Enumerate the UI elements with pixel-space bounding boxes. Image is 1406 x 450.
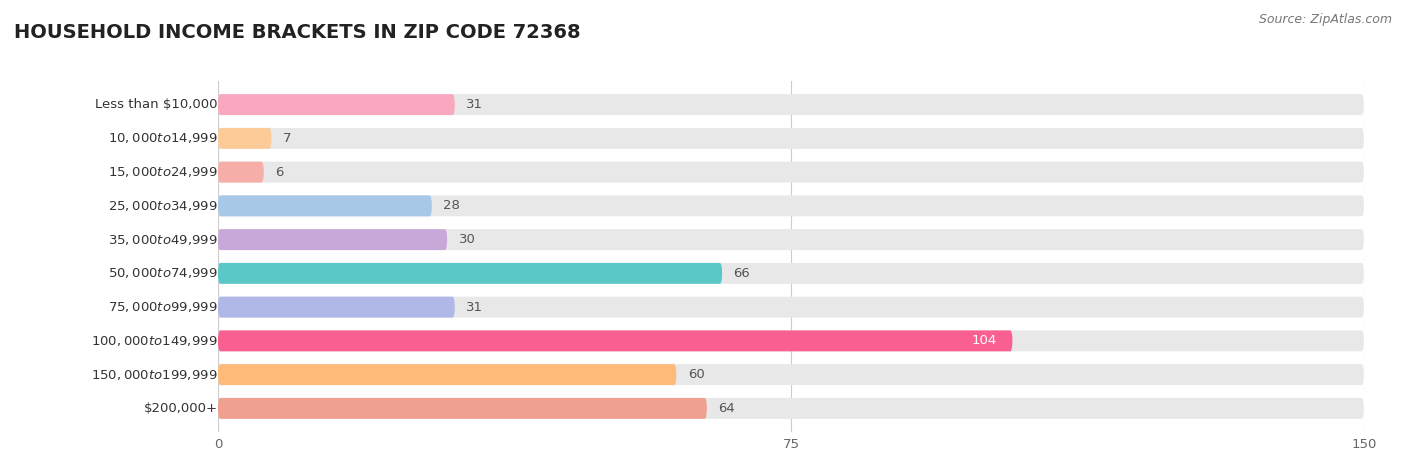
FancyBboxPatch shape	[218, 330, 1012, 351]
Text: Less than $10,000: Less than $10,000	[96, 98, 218, 111]
Text: 64: 64	[718, 402, 735, 415]
Text: HOUSEHOLD INCOME BRACKETS IN ZIP CODE 72368: HOUSEHOLD INCOME BRACKETS IN ZIP CODE 72…	[14, 22, 581, 41]
FancyBboxPatch shape	[218, 297, 1364, 318]
Text: $50,000 to $74,999: $50,000 to $74,999	[108, 266, 218, 280]
Text: $200,000+: $200,000+	[143, 402, 218, 415]
Text: $35,000 to $49,999: $35,000 to $49,999	[108, 233, 218, 247]
FancyBboxPatch shape	[218, 162, 264, 183]
FancyBboxPatch shape	[218, 229, 1364, 250]
FancyBboxPatch shape	[218, 229, 447, 250]
Text: Source: ZipAtlas.com: Source: ZipAtlas.com	[1258, 14, 1392, 27]
Text: 31: 31	[467, 98, 484, 111]
FancyBboxPatch shape	[218, 364, 676, 385]
Text: $75,000 to $99,999: $75,000 to $99,999	[108, 300, 218, 314]
Text: 7: 7	[283, 132, 291, 145]
Text: $15,000 to $24,999: $15,000 to $24,999	[108, 165, 218, 179]
FancyBboxPatch shape	[218, 263, 723, 284]
Text: 60: 60	[688, 368, 704, 381]
Text: 6: 6	[276, 166, 284, 179]
FancyBboxPatch shape	[218, 128, 271, 149]
FancyBboxPatch shape	[218, 263, 1364, 284]
FancyBboxPatch shape	[218, 162, 1364, 183]
Text: $150,000 to $199,999: $150,000 to $199,999	[91, 368, 218, 382]
Text: 28: 28	[443, 199, 460, 212]
FancyBboxPatch shape	[218, 364, 1364, 385]
FancyBboxPatch shape	[218, 330, 1364, 351]
FancyBboxPatch shape	[218, 195, 1364, 216]
Text: $25,000 to $34,999: $25,000 to $34,999	[108, 199, 218, 213]
FancyBboxPatch shape	[218, 94, 454, 115]
FancyBboxPatch shape	[218, 94, 1364, 115]
FancyBboxPatch shape	[218, 297, 454, 318]
Text: 104: 104	[972, 334, 997, 347]
Text: $100,000 to $149,999: $100,000 to $149,999	[91, 334, 218, 348]
Text: 31: 31	[467, 301, 484, 314]
FancyBboxPatch shape	[218, 398, 707, 419]
FancyBboxPatch shape	[218, 398, 1364, 419]
Text: $10,000 to $14,999: $10,000 to $14,999	[108, 131, 218, 145]
Text: 66: 66	[734, 267, 751, 280]
Text: 30: 30	[458, 233, 475, 246]
FancyBboxPatch shape	[218, 195, 432, 216]
FancyBboxPatch shape	[218, 128, 1364, 149]
